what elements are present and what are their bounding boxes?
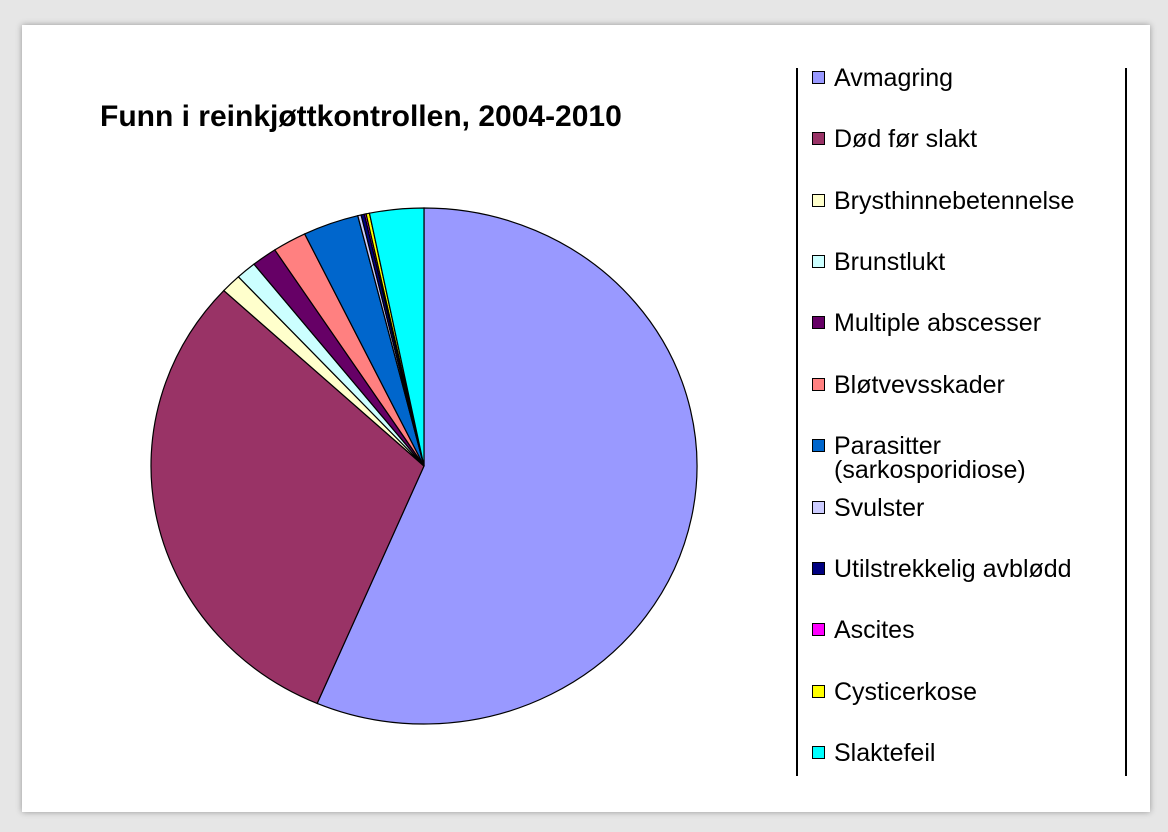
legend-swatch	[812, 71, 825, 84]
legend-swatch	[812, 193, 825, 207]
legend-label: Avmagring	[834, 64, 954, 92]
legend-label: Utilstrekkelig avblødd	[834, 554, 1072, 583]
legend-label: Cysticerkose	[834, 677, 978, 706]
legend-border	[796, 68, 798, 776]
pie-slice	[368, 207, 425, 467]
pie-slice	[316, 207, 698, 725]
pie-slice	[150, 289, 425, 705]
legend-label: Brunstlukt	[834, 248, 946, 277]
legend-label: Multiple abscesser	[834, 309, 1042, 338]
legend-swatch	[812, 746, 825, 759]
legend-swatch	[812, 500, 825, 514]
legend-swatch	[812, 623, 825, 637]
legend-swatch	[812, 316, 825, 330]
legend-swatch	[812, 255, 825, 269]
legend-label: Ascites	[834, 616, 915, 645]
chart-title: Funn i reinkjøttkontrollen, 2004-2010	[100, 100, 622, 133]
legend-label: Svulster	[834, 493, 925, 522]
legend-border	[1125, 68, 1127, 776]
legend-label: Brysthinnebetennelse	[834, 186, 1075, 215]
legend-swatch	[812, 377, 825, 391]
legend-label: Parasitter (sarkosporidiose)	[834, 432, 1026, 485]
legend-label: Bløtvevsskader	[834, 370, 1005, 399]
legend-swatch	[812, 132, 825, 146]
legend-label: Død før slakt	[834, 125, 978, 154]
legend-swatch	[812, 439, 825, 453]
legend-label: Slaktefeil	[834, 739, 936, 767]
legend-swatch	[812, 561, 825, 575]
legend-swatch	[812, 684, 825, 698]
